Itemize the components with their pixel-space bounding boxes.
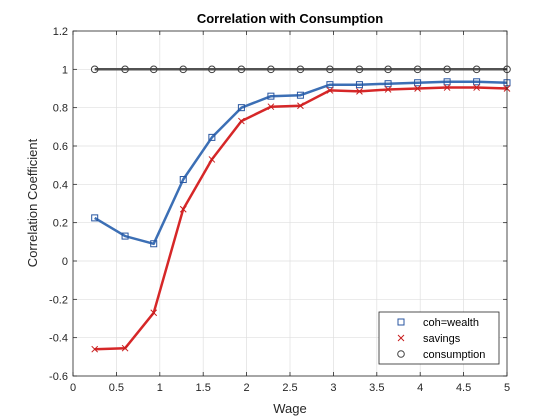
x-tick-label: 0 (70, 382, 76, 394)
x-tick-label: 2 (244, 382, 250, 394)
data-point-savings (326, 87, 334, 94)
data-point-savings-stroke-b (356, 88, 363, 95)
data-point-savings-stroke-b (473, 84, 480, 91)
data-point-consumption (296, 65, 305, 74)
data-point-consumption (149, 65, 158, 74)
x-tick-label: 3.5 (369, 382, 384, 394)
data-point-savings (238, 117, 245, 125)
data-point-consumption (326, 65, 334, 74)
data-point-consumption (208, 65, 216, 74)
x-tick-label: 2.5 (282, 382, 297, 394)
x-tick-label: 5 (504, 382, 510, 394)
data-point-coh-wealth (267, 92, 275, 100)
legend-label-savings: savings (423, 333, 461, 345)
legend-marker-savings-stroke-b (397, 334, 405, 342)
y-tick-label: 0 (62, 256, 68, 268)
data-point-savings-stroke-b (179, 205, 187, 213)
data-point-savings-stroke-b (91, 345, 99, 353)
data-point-savings (356, 88, 363, 95)
data-point-savings-stroke-b (267, 103, 275, 111)
x-tick-label: 4.5 (456, 382, 471, 394)
data-point-savings-stroke-b (208, 156, 216, 163)
y-tick-label: -0.2 (49, 294, 68, 306)
legend-box (378, 311, 500, 365)
x-tick-label: 0.5 (109, 382, 124, 394)
data-point-savings (267, 103, 275, 111)
legend: coh=wealth savings consumption (378, 311, 500, 365)
data-point-consumption (443, 65, 451, 74)
data-point-coh-wealth (208, 133, 216, 141)
x-tick-label: 1.5 (196, 382, 211, 394)
data-point-savings (208, 156, 216, 163)
data-point-consumption (355, 65, 364, 74)
data-point-coh-wealth (326, 81, 334, 89)
data-point-savings (414, 85, 421, 92)
data-point-consumption (413, 65, 422, 74)
x-tick-label: 3 (330, 382, 336, 394)
data-point-savings-stroke-b (297, 102, 304, 110)
data-point-savings (384, 86, 392, 93)
data-point-savings (443, 84, 451, 91)
data-point-coh-wealth (355, 81, 363, 89)
data-point-coh-wealth (443, 78, 451, 86)
legend-marker-consumption (397, 350, 405, 358)
data-point-savings (297, 102, 304, 110)
data-point-savings (91, 345, 99, 353)
data-point-coh-wealth (296, 91, 304, 99)
data-point-savings-stroke-b (326, 87, 334, 94)
data-point-savings-stroke-b (443, 84, 451, 91)
data-point-coh-wealth (91, 214, 99, 222)
y-tick-labels: -0.6 -0.4 -0.2 0 0.2 0.4 0.6 0.8 1 1.2 (49, 26, 68, 383)
x-tick-labels: 0 0.5 1 1.5 2 2.5 3 3.5 4 4.5 5 (70, 382, 510, 394)
series-line-coh-wealth (94, 80, 508, 246)
y-tick-label: 1 (62, 64, 68, 76)
legend-label-coh-wealth: coh=wealth (423, 317, 479, 329)
data-point-savings-stroke-b (414, 85, 421, 92)
y-tick-label: 0.8 (53, 103, 68, 115)
data-point-savings (121, 344, 129, 352)
data-point-coh-wealth (473, 78, 481, 86)
y-tick-label: -0.4 (49, 333, 68, 345)
y-axis-title: Correlation Coefficient (25, 138, 40, 267)
x-axis-title: Wage (273, 401, 306, 416)
axis-ticks (72, 30, 508, 377)
data-point-coh-wealth (179, 176, 187, 184)
data-point-consumption (384, 65, 392, 74)
data-point-coh-wealth (384, 80, 392, 88)
y-tick-label: 0.4 (53, 179, 68, 191)
data-point-coh-wealth (150, 240, 158, 248)
data-point-consumption (472, 65, 481, 74)
data-point-savings (150, 309, 158, 317)
legend-marker-savings (397, 334, 405, 342)
data-point-savings-stroke-b (238, 117, 245, 125)
x-tick-label: 1 (157, 382, 163, 394)
y-tick-label: -0.6 (49, 371, 68, 383)
data-point-coh-wealth (414, 79, 422, 87)
y-tick-label: 1.2 (53, 26, 68, 38)
data-point-savings (473, 84, 480, 91)
chart-title: Correlation with Consumption (197, 11, 383, 26)
y-tick-label: 0.6 (53, 141, 68, 153)
data-point-consumption (121, 65, 129, 74)
legend-marker-coh-wealth (397, 318, 405, 326)
data-point-coh-wealth (237, 104, 245, 112)
data-point-savings-stroke-b (384, 86, 392, 93)
data-point-savings-stroke-b (150, 309, 158, 317)
data-point-savings (179, 205, 187, 213)
y-tick-label: 0.2 (53, 218, 68, 230)
data-point-consumption (237, 65, 246, 74)
data-point-coh-wealth (121, 232, 129, 240)
data-point-savings-stroke-b (121, 344, 129, 352)
legend-label-consumption: consumption (423, 349, 485, 361)
data-point-consumption (267, 65, 275, 74)
data-point-consumption (90, 65, 99, 74)
x-tick-label: 4 (417, 382, 423, 394)
data-point-consumption (179, 65, 188, 74)
